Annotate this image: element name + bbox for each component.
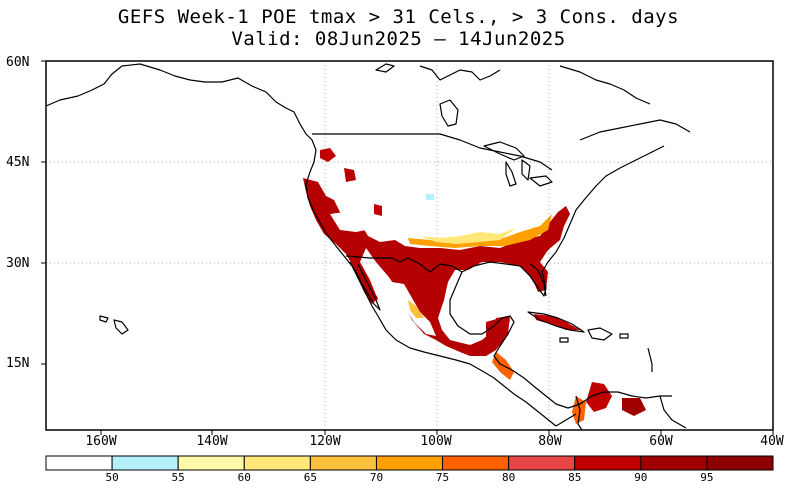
colorbar-label: 65 (303, 471, 317, 484)
map-frame (45, 60, 774, 431)
lat-label-30n: 30N (6, 256, 30, 271)
shading-plains-edge (408, 214, 552, 248)
shading-idaho-spot (344, 168, 356, 182)
lon-label-60w: 60W (649, 434, 673, 449)
graticule (46, 61, 773, 430)
colorbar-swatch (706, 455, 774, 471)
axis-ticks (41, 60, 774, 435)
lon-label-120w: 120W (309, 434, 341, 449)
colorbar-label: 70 (369, 471, 384, 484)
colorbar-swatch (442, 455, 510, 471)
map-content (46, 61, 773, 430)
shading-dakota-spot (426, 194, 434, 200)
lat-label-60n: 60N (6, 55, 30, 70)
shading-mexico-plateau-mid (408, 300, 424, 318)
map-title-line-1: GEFS Week-1 POE tmax > 31 Cels., > 3 Con… (117, 6, 680, 28)
colorbar-label: 80 (502, 471, 516, 484)
lon-label-100w: 100W (420, 434, 452, 449)
shading-cuba (534, 314, 580, 330)
lon-label-140w: 140W (196, 434, 228, 449)
colorbar-swatch (177, 455, 245, 471)
colorbar-label: 60 (237, 471, 251, 484)
shading-nw-spot (320, 148, 336, 162)
colorbar-swatch (508, 455, 576, 471)
shading-interior-west (330, 212, 366, 232)
shading-venezuela-east (622, 398, 646, 416)
colorbar-swatch (45, 455, 113, 471)
colorbar-swatch (574, 455, 642, 471)
colorbar-label: 90 (634, 471, 648, 484)
shading-plains-yellow (420, 228, 516, 244)
probability-shading (303, 148, 646, 424)
colorbar-swatch (375, 455, 444, 471)
colorbar-swatch (309, 455, 377, 471)
lat-label-15n: 15N (6, 356, 30, 371)
lon-label-40w: 40W (760, 434, 784, 449)
colorbar-label: 85 (568, 471, 582, 484)
colorbar-swatch (640, 455, 708, 471)
shading-yucatan (486, 318, 510, 344)
shading-montana-spot (374, 204, 382, 216)
shading-venezuela (586, 382, 612, 412)
colorbar-label: 50 (105, 471, 119, 484)
coastlines (46, 63, 691, 430)
lat-label-45n: 45N (6, 155, 30, 170)
colorbar-label: 55 (171, 471, 185, 484)
colorbar (45, 455, 774, 471)
lon-label-80w: 80W (538, 434, 562, 449)
lon-label-160w: 160W (85, 434, 117, 449)
colorbar-swatch (243, 455, 311, 471)
colorbar-label: 95 (700, 471, 714, 484)
colorbar-swatch (111, 455, 179, 471)
map-title-line-2: Valid: 08Jun2025 – 14Jun2025 (231, 28, 566, 50)
colorbar-label: 75 (435, 471, 450, 484)
